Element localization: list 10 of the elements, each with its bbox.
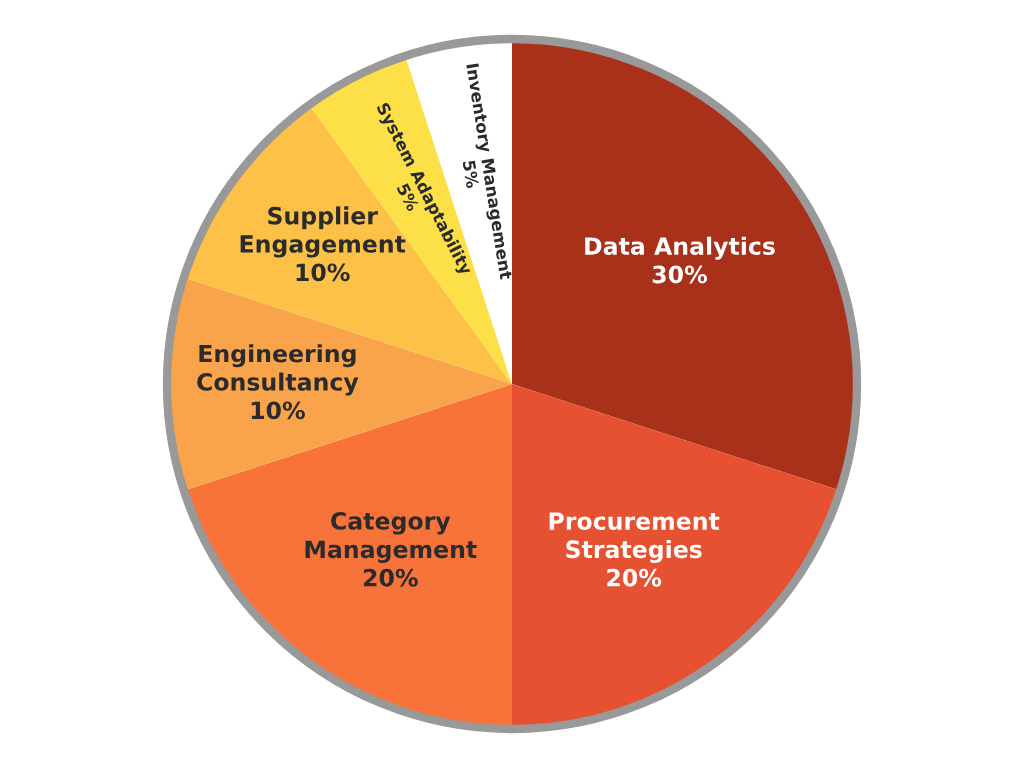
slice-label: Engineering Consultancy [197,344,359,396]
data-label: 10% [251,401,305,420]
slice-label: Category Management [305,511,477,563]
data-label: 10% [296,263,350,282]
data-label: 30% [652,265,707,284]
data-label: 20% [607,568,662,587]
data-label: 20% [363,568,418,587]
slice-label: Supplier Engagement [240,206,406,258]
slice-label: Procurement Strategies [549,512,720,563]
slice-label: Data Analytics [585,236,775,260]
